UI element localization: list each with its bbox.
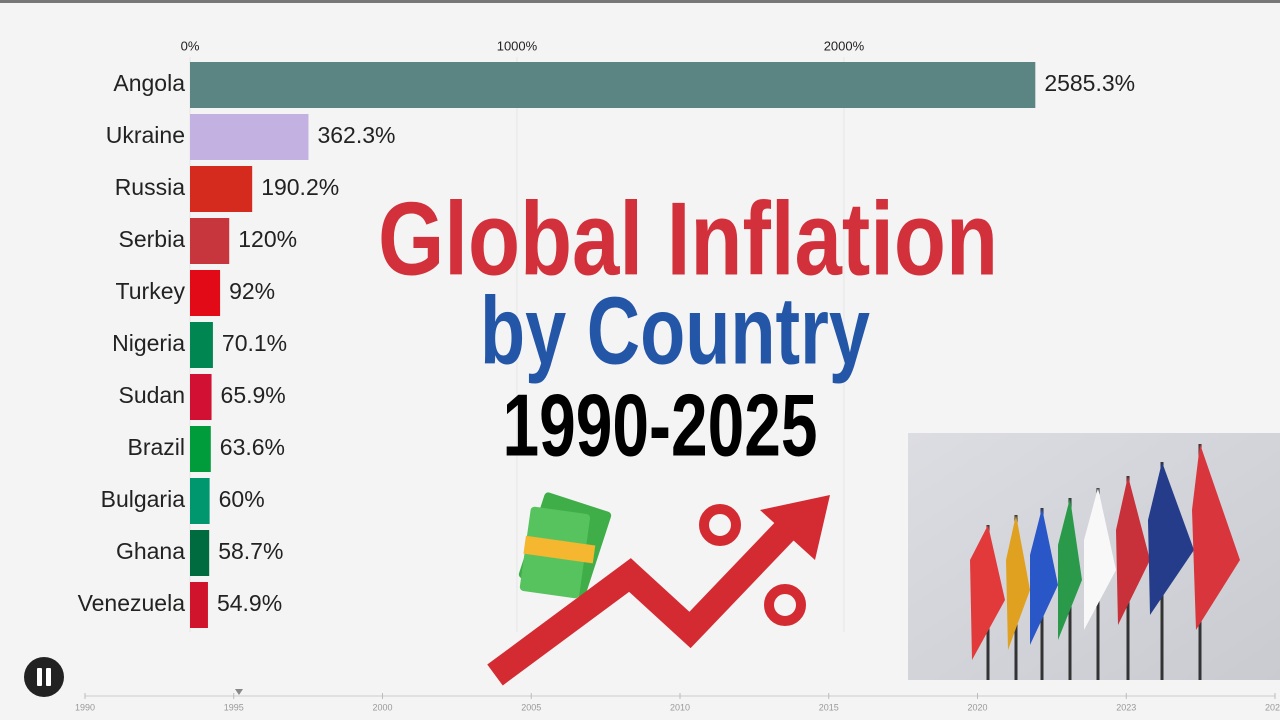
timeline-label: 2020 — [967, 702, 987, 712]
value-label: 120% — [238, 226, 297, 252]
value-label: 63.6% — [220, 434, 285, 460]
money-icon — [518, 492, 612, 599]
timeline-label: 2023 — [1116, 702, 1136, 712]
value-label: 70.1% — [222, 330, 287, 356]
bar — [190, 218, 230, 264]
bar — [190, 426, 211, 472]
timeline-label: 2010 — [670, 702, 690, 712]
category-label: Brazil — [127, 434, 185, 460]
bar — [190, 530, 210, 576]
x-tick-label: 2000% — [824, 38, 865, 53]
timeline-label: 1995 — [224, 702, 244, 712]
category-label: Ghana — [116, 538, 185, 564]
value-label: 2585.3% — [1044, 70, 1135, 96]
trend-arrow — [487, 495, 830, 686]
pause-button[interactable] — [24, 657, 64, 697]
years: 1990-2025 — [503, 375, 818, 474]
value-label: 54.9% — [217, 590, 282, 616]
bar — [190, 322, 213, 368]
value-label: 58.7% — [218, 538, 283, 564]
timeline-handle[interactable] — [235, 689, 243, 695]
category-label: Bulgaria — [101, 486, 186, 512]
bar — [190, 374, 212, 420]
timeline-label: 2005 — [521, 702, 541, 712]
category-label: Turkey — [116, 278, 186, 304]
bar-area: 0% 1000% 2000% Angola 2585.3% Ukraine 362.3% Ru… — [78, 38, 1135, 632]
bar — [190, 166, 253, 212]
timeline-label: 2000 — [372, 702, 392, 712]
category-label: Ukraine — [106, 122, 185, 148]
timeline-label: 1990 — [75, 702, 95, 712]
category-label: Russia — [115, 174, 186, 200]
bar — [190, 62, 1036, 108]
bar — [190, 478, 210, 524]
timeline-label: 2015 — [819, 702, 839, 712]
category-label: Sudan — [118, 382, 185, 408]
x-tick-label: 0% — [181, 38, 200, 53]
bar — [190, 582, 208, 628]
category-label: Serbia — [119, 226, 186, 252]
top-border — [0, 0, 1280, 3]
category-label: Nigeria — [112, 330, 185, 356]
flags-photo — [908, 433, 1280, 680]
value-label: 362.3% — [317, 122, 395, 148]
value-label: 60% — [219, 486, 265, 512]
timeline: 1990 1995 2000 2005 2010 2015 2020 2023 2025 — [75, 693, 1280, 712]
category-label: Angola — [113, 70, 185, 96]
category-label: Venezuela — [78, 590, 186, 616]
bar — [190, 114, 309, 160]
value-label: 65.9% — [221, 382, 286, 408]
x-tick-label: 1000% — [497, 38, 538, 53]
value-label: 190.2% — [261, 174, 339, 200]
timeline-label: 2025 — [1265, 702, 1280, 712]
value-label: 92% — [229, 278, 275, 304]
title: Global Inflation — [378, 181, 998, 297]
bar — [190, 270, 221, 316]
subtitle: by Country — [480, 277, 870, 384]
